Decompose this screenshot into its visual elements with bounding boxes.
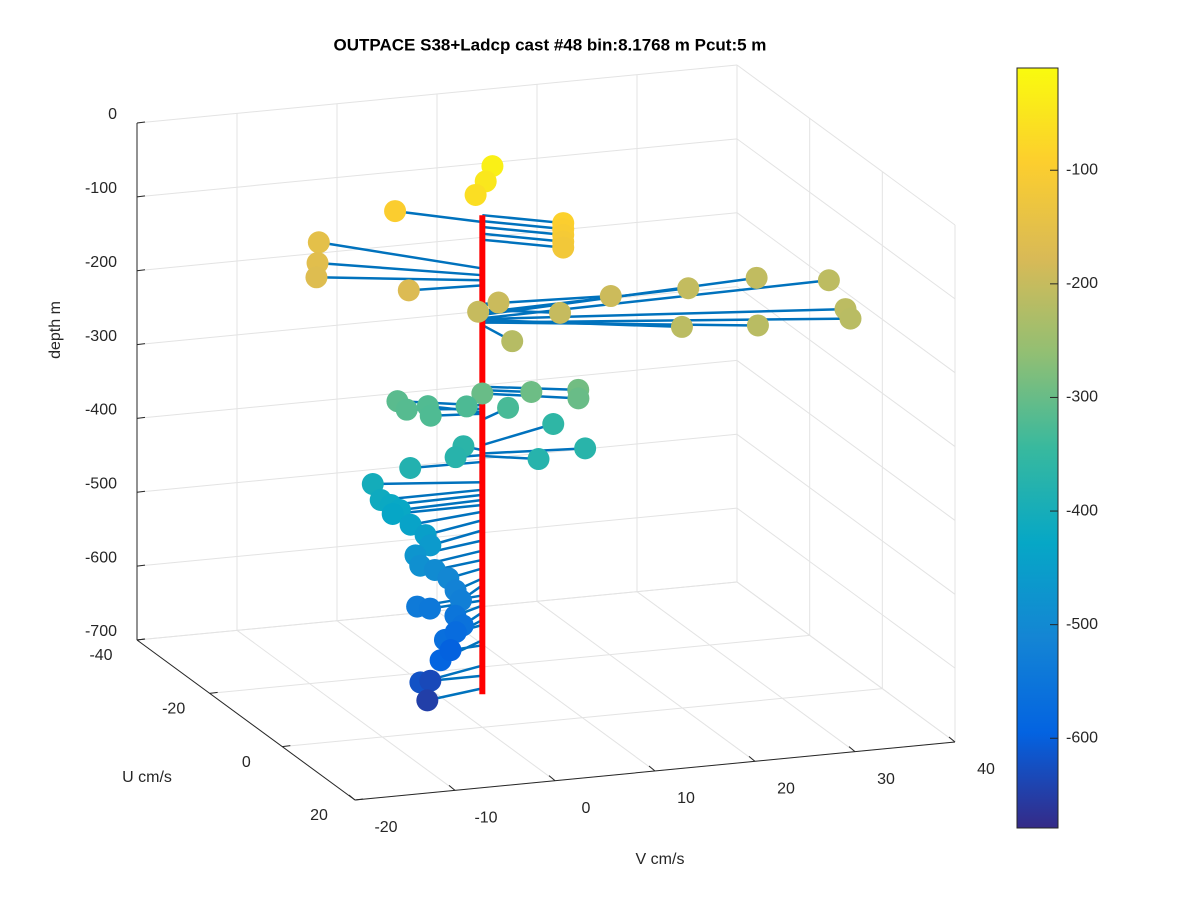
marker: [520, 381, 542, 403]
marker: [305, 266, 327, 288]
marker: [488, 292, 510, 314]
marker: [677, 277, 699, 299]
colorbar-tick-label: -500: [1066, 616, 1098, 633]
z-tick-label: 0: [108, 106, 117, 123]
z-tick-label: -400: [85, 402, 117, 419]
marker: [398, 279, 420, 301]
marker: [747, 314, 769, 336]
colorbar-tick-label: -600: [1066, 729, 1098, 746]
z-tick-label: -300: [85, 328, 117, 345]
marker: [396, 399, 418, 421]
x-axis-label: U cm/s: [122, 769, 172, 786]
marker: [399, 457, 421, 479]
marker: [549, 302, 571, 324]
z-tick-label: -500: [85, 476, 117, 493]
z-tick-label: -700: [85, 623, 117, 640]
marker: [440, 639, 462, 661]
marker: [818, 269, 840, 291]
marker: [542, 413, 564, 435]
x-tick-label: 20: [310, 807, 328, 824]
marker: [465, 184, 487, 206]
y-tick-label: 0: [582, 800, 591, 817]
y-tick-label: 40: [977, 761, 995, 778]
marker: [420, 405, 442, 427]
z-tick-label: -200: [85, 254, 117, 271]
x-tick-label: -20: [162, 701, 185, 718]
z-tick-label: -600: [85, 549, 117, 566]
marker: [746, 267, 768, 289]
marker: [497, 397, 519, 419]
marker: [567, 387, 589, 409]
marker: [574, 437, 596, 459]
marker: [384, 200, 406, 222]
chart-title: OUTPACE S38+Ladcp cast #48 bin:8.1768 m …: [334, 35, 767, 54]
z-axis-label: depth m: [47, 301, 64, 359]
marker: [419, 598, 441, 620]
marker: [528, 448, 550, 470]
marker: [552, 237, 574, 259]
y-tick-label: -10: [474, 810, 497, 827]
colorbar-tick-label: -100: [1066, 161, 1098, 178]
y-tick-label: 30: [877, 771, 895, 788]
y-axis-label: V cm/s: [636, 851, 685, 868]
y-tick-label: 20: [777, 781, 795, 798]
colorbar-tick-label: -400: [1066, 502, 1098, 519]
marker: [308, 231, 330, 253]
marker: [839, 308, 861, 330]
marker: [456, 395, 478, 417]
marker: [467, 301, 489, 323]
marker: [445, 446, 467, 468]
marker: [671, 316, 693, 338]
marker: [501, 330, 523, 352]
colorbar-tick-label: -200: [1066, 275, 1098, 292]
marker: [419, 670, 441, 692]
marker: [416, 689, 438, 711]
z-tick-label: -100: [85, 180, 117, 197]
x-tick-label: -40: [89, 647, 112, 664]
y-tick-label: -20: [374, 819, 397, 836]
marker: [600, 285, 622, 307]
colorbar-tick-label: -300: [1066, 389, 1098, 406]
colorbar-fill: [1017, 68, 1058, 828]
y-tick-label: 10: [677, 790, 695, 807]
x-tick-label: 0: [242, 754, 251, 771]
